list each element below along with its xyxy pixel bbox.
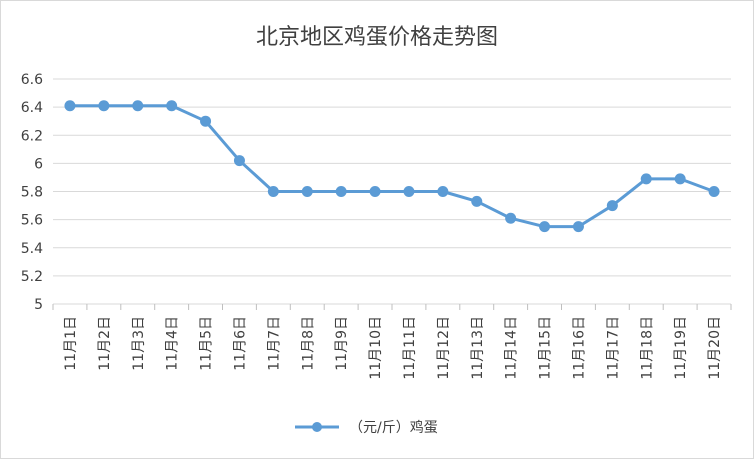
data-point	[64, 100, 76, 112]
x-tick-label: 11月7日	[266, 316, 282, 371]
y-tick-label: 5	[34, 297, 43, 313]
chart-title: 北京地区鸡蛋价格走势图	[255, 25, 498, 50]
data-point	[369, 186, 381, 197]
x-tick-label: 11月1日	[63, 316, 79, 371]
x-tick-label: 11月18日	[639, 316, 655, 380]
legend-marker-icon	[295, 422, 339, 432]
data-point	[403, 186, 415, 197]
x-tick-label: 11月16日	[571, 316, 587, 380]
x-tick-label: 11月8日	[300, 316, 316, 371]
y-tick-label: 6.4	[21, 100, 43, 116]
data-point	[132, 100, 144, 112]
y-tick-label: 5.6	[21, 213, 43, 229]
data-point	[674, 173, 686, 185]
data-point	[505, 212, 517, 224]
y-tick-label: 6.2	[21, 128, 43, 144]
data-point	[708, 186, 720, 197]
y-tick-label: 6	[34, 156, 43, 172]
y-tick-label: 5.2	[21, 269, 43, 285]
data-point	[437, 186, 449, 197]
y-tick-label: 5.8	[21, 185, 43, 201]
data-point	[166, 100, 178, 112]
x-tick-label: 11月12日	[436, 316, 452, 380]
x-tick-label: 11月5日	[199, 316, 215, 371]
x-tick-label: 11月9日	[334, 316, 350, 371]
data-point	[335, 186, 347, 197]
x-tick-label: 11月19日	[673, 316, 689, 380]
y-tick-label: 5.4	[21, 241, 43, 257]
data-point	[200, 115, 212, 127]
data-point	[606, 200, 618, 212]
data-point	[267, 186, 279, 197]
x-tick-label: 11月14日	[504, 316, 520, 380]
x-tick-label: 11月20日	[707, 316, 723, 380]
data-point	[572, 221, 584, 233]
x-tick-label: 11月2日	[97, 316, 113, 371]
series-line	[69, 104, 715, 229]
x-tick-label: 11月3日	[131, 316, 147, 371]
data-point	[98, 100, 110, 112]
y-tick-label: 6.6	[21, 72, 43, 88]
plot-area: 5 5.2 5.4 5.6 5.8 6 6.2 6.4 6.6 11月1日 11月2日 11月3日 11…	[21, 72, 732, 380]
x-tick-label: 11月15日	[538, 316, 554, 380]
x-tick-label: 11月10日	[368, 316, 384, 380]
data-point	[471, 195, 483, 207]
x-tick-label: 11月11日	[402, 316, 418, 380]
data-point	[640, 173, 652, 185]
x-tick-label: 11月17日	[605, 316, 621, 380]
data-point	[301, 186, 313, 197]
data-point	[233, 155, 245, 167]
x-tick-label: 11月13日	[470, 316, 486, 380]
legend-label: （元/斤）鸡蛋	[349, 420, 438, 436]
x-tick-label: 11月4日	[165, 316, 181, 371]
data-point	[539, 221, 551, 233]
x-tick-label: 11月6日	[232, 316, 248, 371]
legend: （元/斤）鸡蛋	[293, 415, 438, 439]
